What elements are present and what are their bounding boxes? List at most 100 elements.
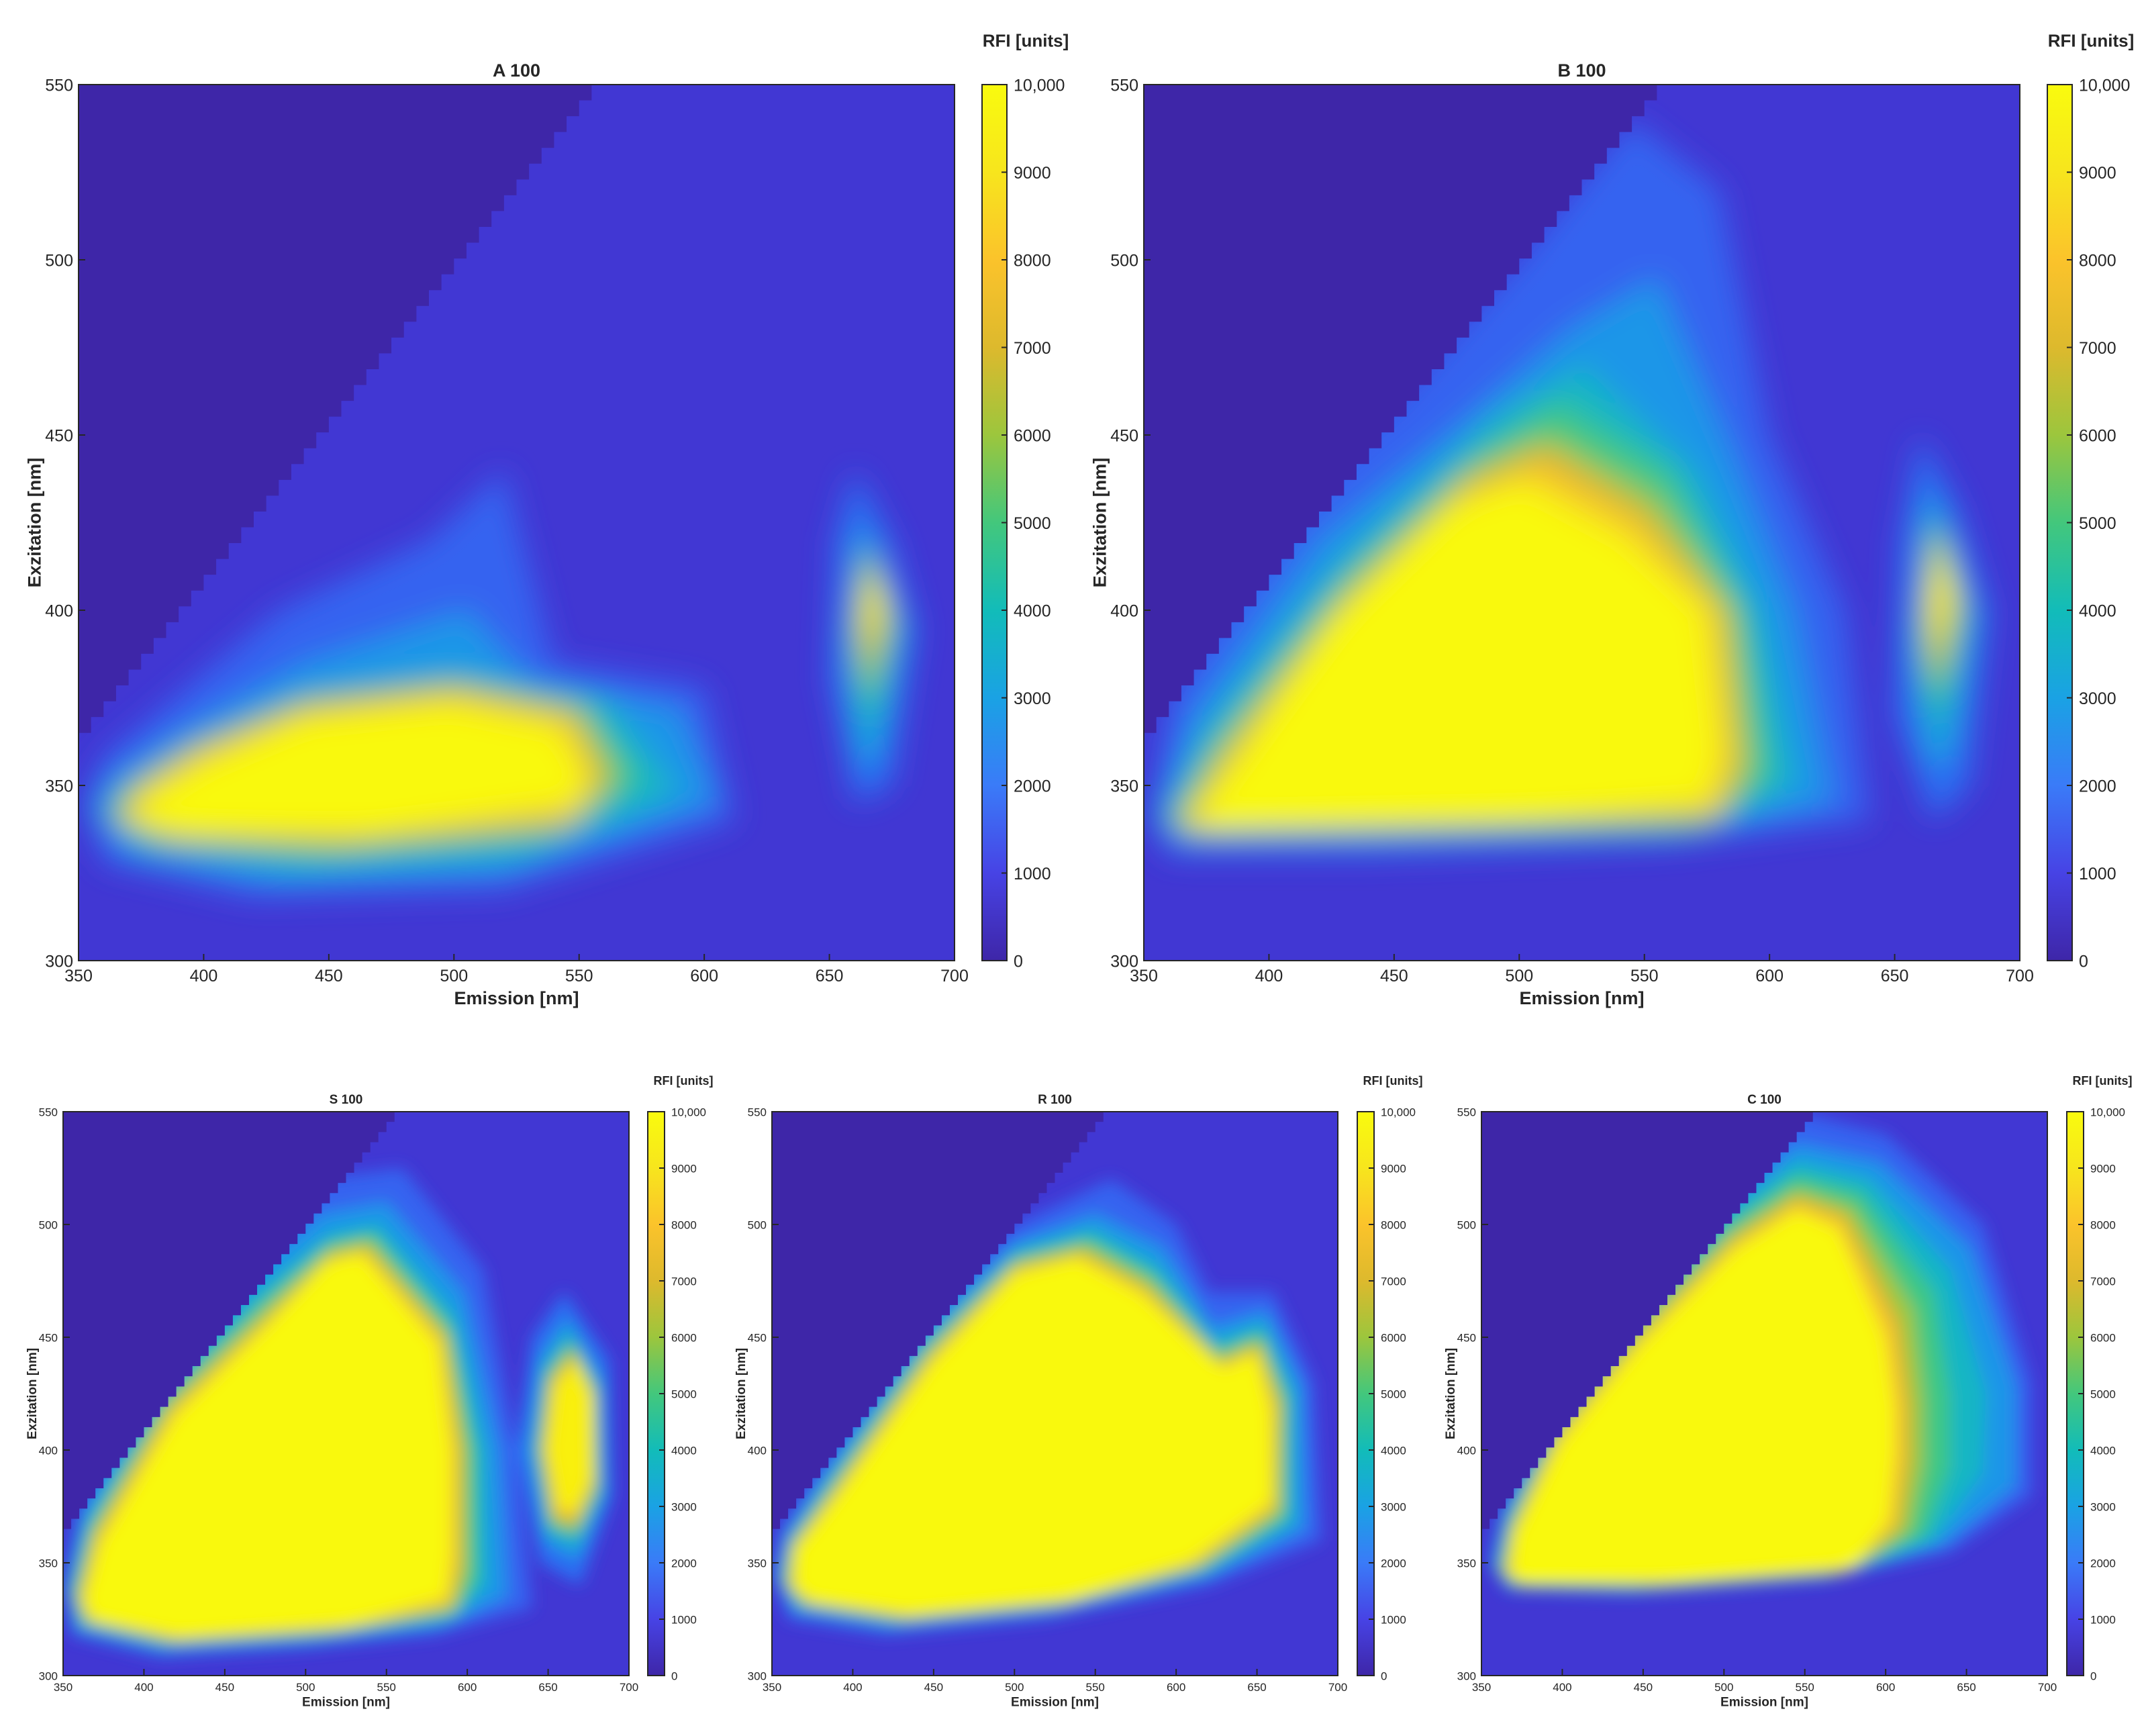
colorbar-label: RFI [units] [654,1074,714,1088]
x-tick-label: 350 [54,1681,72,1694]
colorbar-tick-label: 1000 [1014,865,1051,883]
x-tick-label: 650 [538,1681,557,1694]
colorbar-tick-label: 3000 [671,1501,697,1514]
intensity-field [772,1179,1322,1635]
colorbar-tick-label: 2000 [1381,1557,1406,1570]
colorbar-tick-label: 4000 [2079,601,2116,620]
colorbar-tick-label: 9000 [2079,164,2116,183]
colorbar-tick-label: 10,000 [2079,76,2130,95]
colorbar-label: RFI [units] [1363,1074,1423,1088]
y-tick-label: 400 [39,1445,58,1457]
colorbar-tick-label: 6000 [2090,1332,2116,1345]
colorbar-tick-label: 2000 [1014,777,1051,795]
colorbar-tick-label: 10,000 [1014,76,1065,95]
x-tick-label: 400 [1553,1681,1571,1694]
x-tick-label: 350 [1472,1681,1491,1694]
y-tick-label: 450 [45,426,73,445]
x-tick-label: 500 [1714,1681,1733,1694]
x-axis-label: Emission [nm] [1011,1696,1099,1710]
x-tick-label: 650 [1881,967,1909,985]
colorbar-tick-label: 4000 [1381,1445,1406,1457]
y-tick-label: 550 [39,1106,58,1119]
x-tick-label: 650 [1957,1681,1976,1694]
x-tick-label: 450 [1634,1681,1653,1694]
y-tick-label: 300 [39,1670,58,1683]
x-tick-label: 500 [296,1681,315,1694]
x-tick-label: 350 [1130,967,1158,985]
x-tick-label: 550 [1630,967,1659,985]
intensity-field [83,470,918,898]
plot-frame [62,1111,630,1676]
x-tick-label: 700 [940,967,969,985]
colorbar-tick-label: 7000 [2090,1275,2116,1288]
x-tick-label: 500 [440,967,468,985]
x-tick-label: 700 [620,1681,638,1694]
chart-title: C 100 [1747,1093,1782,1107]
y-tick-label: 400 [1457,1445,1476,1457]
x-axis-label: Emission [nm] [1720,1696,1808,1710]
scatter-region [63,1112,395,1529]
scatter-region [1144,85,1657,733]
chart-title: B 100 [1557,60,1606,81]
colorbar-tick-label: 6000 [1014,426,1051,445]
plot-frame [78,84,955,961]
scatter-region [772,1112,1104,1529]
x-tick-label: 550 [377,1681,396,1694]
colorbar-tick-label: 8000 [2090,1219,2116,1232]
x-tick-label: 700 [1328,1681,1347,1694]
x-tick-label: 650 [816,967,844,985]
x-tick-label: 500 [1005,1681,1024,1694]
y-tick-label: 500 [45,251,73,270]
x-tick-label: 350 [64,967,93,985]
chart-title: S 100 [330,1093,363,1107]
colorbar-tick-label: 6000 [2079,426,2116,445]
colorbar-tick-label: 5000 [671,1388,697,1401]
y-tick-label: 400 [45,601,73,620]
x-tick-label: 650 [1247,1681,1266,1694]
colorbar-tick-label: 9000 [2090,1163,2116,1175]
colorbar-tick-label: 0 [671,1670,677,1683]
y-tick-label: 500 [1457,1219,1476,1232]
y-tick-label: 350 [39,1557,58,1570]
intensity-contour [1193,487,1715,828]
colorbar-tick-label: 10,000 [1381,1106,1416,1119]
y-tick-label: 550 [45,76,73,95]
y-axis-label: Exzitation [nm] [26,1348,40,1439]
colorbar-tick-label: 8000 [1014,251,1051,270]
y-tick-label: 400 [1110,601,1138,620]
colorbar: 0 1000 2000 3000 4000 5000 6000 7000 8000 9000 10,… [1357,1074,1422,1683]
colorbar-tick-label: 3000 [1381,1501,1406,1514]
plot-area [1481,1112,2047,1676]
colorbar-tick-label: 9000 [1014,164,1051,183]
colorbar: 0 1000 2000 3000 4000 5000 6000 7000 8000 9000 10,… [2047,30,2134,971]
colorbar-tick-label: 0 [2079,952,2088,971]
x-tick-label: 350 [763,1681,781,1694]
colorbar-tick-label: 9000 [671,1163,697,1175]
colorbar: 0 1000 2000 3000 4000 5000 6000 7000 8000 9000 10,… [2066,1074,2133,1683]
plot-area [1144,85,2020,961]
x-tick-label: 700 [2006,967,2034,985]
y-tick-label: 300 [1457,1670,1476,1683]
x-tick-label: 550 [1086,1681,1105,1694]
colorbar-tick-label: 7000 [671,1275,697,1288]
colorbar-tick-label: 4000 [2090,1445,2116,1457]
intensity-field [1149,119,1990,856]
y-tick-label: 450 [1110,426,1138,445]
plot-area [79,85,955,961]
scatter-region [79,85,592,733]
colorbar-tick-label: 4000 [671,1445,697,1457]
y-axis-label: Exzitation [nm] [734,1348,748,1439]
colorbar-label: RFI [units] [2048,30,2135,50]
x-tick-label: 400 [134,1681,153,1694]
colorbar-tick-label: 10,000 [671,1106,706,1119]
y-tick-label: 350 [1457,1557,1476,1570]
colorbar-tick-label: 8000 [1381,1219,1406,1232]
colorbar-label: RFI [units] [2073,1074,2133,1088]
x-tick-label: 450 [1380,967,1408,985]
colorbar-tick-label: 2000 [2079,777,2116,795]
